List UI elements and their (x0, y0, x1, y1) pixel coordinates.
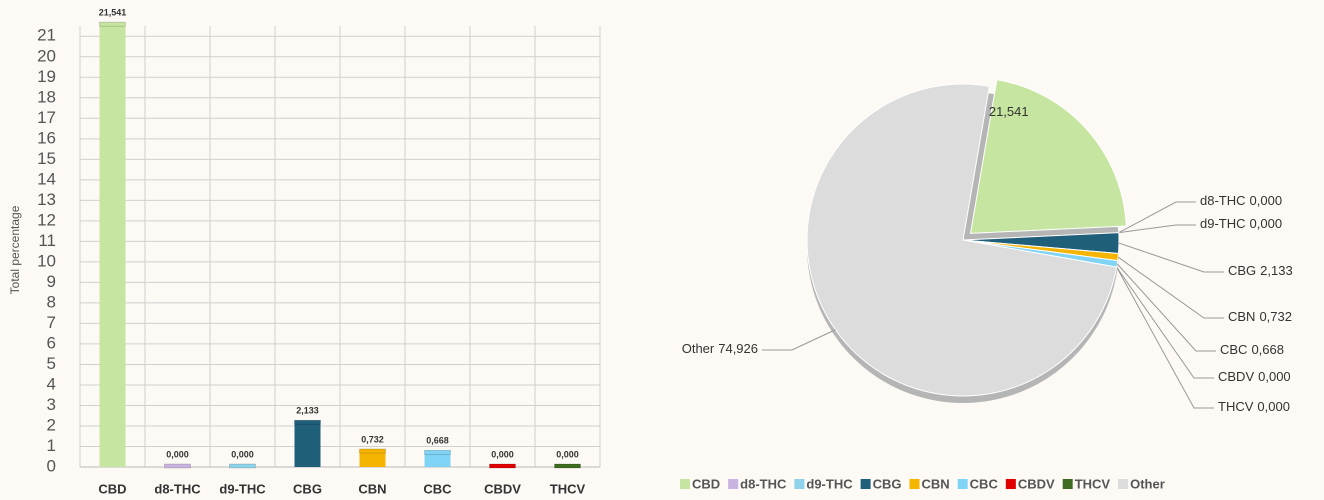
value-label: 0,732 (361, 434, 384, 444)
legend-label: CBG (873, 476, 902, 491)
pie-label-value: 0,000 (1257, 399, 1290, 414)
y-tick-label: 15 (37, 149, 56, 168)
pie-label-name: THCV (1218, 399, 1254, 414)
pie-label-value: 2,133 (1260, 263, 1293, 278)
bar (425, 453, 451, 467)
y-tick-label: 16 (37, 128, 56, 147)
bar (360, 452, 386, 467)
bar-cap (230, 464, 256, 468)
y-tick-label: 9 (47, 272, 56, 291)
value-label: 21,541 (99, 8, 127, 18)
legend-swatch (861, 479, 871, 489)
pie-label: CBG 2,133 (1228, 263, 1293, 278)
y-tick-label: 21 (37, 26, 56, 45)
legend-label: THCV (1075, 476, 1111, 491)
value-label: 0,000 (231, 449, 254, 459)
y-tick-label: 19 (37, 67, 56, 86)
y-tick-label: 4 (47, 374, 56, 393)
legend-swatch (910, 479, 920, 489)
pie-label-value: 0,000 (1250, 216, 1283, 231)
pie-label-name: d8-THC (1200, 193, 1246, 208)
legend-label: CBD (692, 476, 720, 491)
x-tick-label: d9-THC (219, 481, 266, 496)
legend-swatch (1118, 479, 1128, 489)
pie-label-name: CBDV (1218, 369, 1254, 384)
pie-label-name: CBG (1228, 263, 1256, 278)
x-tick-label: CBC (423, 481, 452, 496)
background (0, 0, 1324, 500)
pie-label-value: 0,000 (1258, 369, 1291, 384)
y-tick-label: 5 (47, 354, 56, 373)
x-tick-label: d8-THC (154, 481, 201, 496)
legend-swatch (1006, 479, 1016, 489)
x-tick-label: CBD (98, 481, 126, 496)
bar-cap (490, 464, 516, 468)
pie-label: d9-THC 0,000 (1200, 216, 1282, 231)
y-tick-label: 6 (47, 333, 56, 352)
x-tick-label: CBG (293, 481, 322, 496)
legend-label: Other (1130, 476, 1165, 491)
bar-cap (555, 464, 581, 468)
value-label: 0,668 (426, 436, 449, 446)
value-label: 2,133 (296, 406, 319, 416)
bar-cap (165, 464, 191, 468)
legend-swatch (728, 479, 738, 489)
value-label: 0,000 (166, 449, 189, 459)
legend-label: CBN (922, 476, 950, 491)
y-tick-label: 0 (47, 456, 56, 475)
y-tick-label: 12 (37, 210, 56, 229)
x-tick-label: CBDV (484, 481, 521, 496)
pie-label-name: Other (682, 341, 715, 356)
y-tick-label: 10 (37, 251, 56, 270)
pie-label-value: 0,000 (1250, 193, 1283, 208)
legend-swatch (958, 479, 968, 489)
pie-label-name: CBN (1228, 309, 1255, 324)
legend-swatch (794, 479, 804, 489)
y-tick-label: 18 (37, 87, 56, 106)
y-tick-label: 2 (47, 415, 56, 434)
pie-label-value: 74,926 (718, 341, 758, 356)
x-tick-label: THCV (550, 481, 586, 496)
bar-cap (295, 420, 321, 424)
legend-label: d9-THC (806, 476, 853, 491)
y-tick-label: 20 (37, 46, 56, 65)
pie-label-value: 21,541 (989, 104, 1029, 119)
legend-label: CBDV (1018, 476, 1055, 491)
page: Total percentage 01234567891011121314151… (0, 0, 1324, 500)
y-tick-label: 17 (37, 108, 56, 127)
legend-label: d8-THC (740, 476, 787, 491)
value-label: 0,000 (491, 449, 514, 459)
y-tick-label: 1 (47, 436, 56, 455)
y-tick-label: 8 (47, 292, 56, 311)
y-tick-label: 13 (37, 190, 56, 209)
pie-label-name: CBC (1220, 342, 1247, 357)
legend-swatch (680, 479, 690, 489)
bar-cap (100, 22, 126, 26)
y-tick-label: 3 (47, 395, 56, 414)
y-tick-label: 11 (38, 231, 56, 250)
bar-cap (360, 449, 386, 453)
value-label: 0,000 (556, 449, 579, 459)
pie-label: CBC 0,668 (1220, 342, 1284, 357)
x-tick-label: CBN (358, 481, 386, 496)
bar (295, 423, 321, 467)
y-tick-label: 14 (37, 169, 56, 188)
legend-label: CBC (970, 476, 999, 491)
pie-label: CBN 0,732 (1228, 309, 1292, 324)
legend-swatch (1063, 479, 1073, 489)
bar (100, 25, 126, 467)
pie-label-value: 0,668 (1251, 342, 1284, 357)
pie-label-value: 0,732 (1259, 309, 1292, 324)
bar-cap (425, 450, 451, 454)
y-axis-label: Total percentage (8, 205, 22, 294)
pie-label: d8-THC 0,000 (1200, 193, 1282, 208)
pie-label-name: d9-THC (1200, 216, 1246, 231)
y-tick-label: 7 (47, 313, 56, 332)
